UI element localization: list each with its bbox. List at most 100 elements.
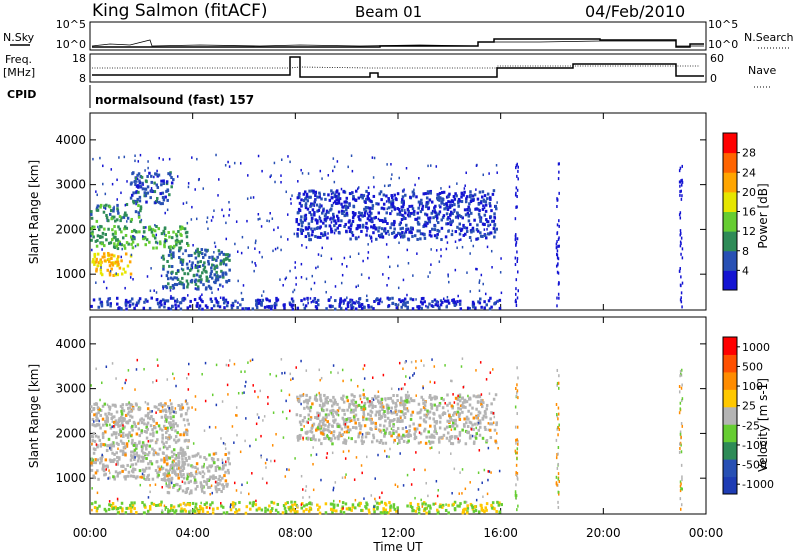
echo-cell: [354, 189, 358, 193]
echo-cell: [295, 366, 297, 369]
echo-cell: [681, 397, 684, 401]
echo-cell: [443, 202, 446, 206]
echo-cell: [221, 476, 224, 480]
echo-cell: [209, 492, 211, 496]
echo-cell: [181, 457, 184, 461]
echo-cell: [309, 211, 312, 214]
echo-cell: [374, 421, 378, 425]
echo-cell: [95, 509, 99, 513]
echo-cell: [204, 399, 207, 403]
echo-cell: [316, 195, 319, 199]
echo-cell: [165, 431, 168, 435]
echo-cell: [213, 267, 216, 271]
echo-cell: [475, 267, 477, 271]
echo-cell: [382, 373, 385, 377]
echo-cell: [309, 429, 312, 433]
echo-cell: [439, 416, 442, 420]
echo-cell: [160, 404, 164, 408]
echo-cell: [458, 393, 462, 397]
echo-cell: [139, 483, 142, 487]
echo-cell: [195, 507, 199, 511]
echo-cell: [157, 473, 160, 477]
echo-cell: [433, 206, 436, 210]
echo-cell: [383, 229, 386, 233]
echo-cell: [163, 476, 166, 480]
echo-cell: [300, 231, 304, 235]
echo-cell: [403, 188, 405, 191]
echo-cell: [365, 506, 368, 510]
echo-cell: [289, 303, 291, 306]
echo-cell: [399, 396, 403, 400]
echo-cell: [231, 303, 235, 307]
echo-cell: [232, 502, 235, 506]
echo-cell: [164, 505, 168, 509]
echo-cell: [317, 414, 320, 417]
echo-cell: [425, 415, 428, 419]
echo-cell: [152, 381, 154, 384]
echo-cell: [375, 202, 378, 206]
echo-cell: [94, 434, 98, 438]
echo-cell: [185, 402, 189, 406]
echo-cell: [516, 438, 518, 442]
echo-cell: [121, 449, 125, 453]
echo-cell: [107, 437, 111, 441]
echo-cell: [170, 481, 173, 485]
echo-cell: [108, 241, 111, 245]
echo-cell: [438, 196, 442, 200]
echo-cell: [276, 511, 280, 515]
colorbar-tick-label: 500: [742, 360, 763, 373]
colorbar-segment: [723, 133, 737, 154]
echo-cell: [143, 503, 146, 507]
echo-cell: [679, 231, 682, 235]
echo-cell: [329, 304, 333, 308]
echo-cell: [330, 216, 332, 220]
echo-cell: [377, 453, 379, 457]
echo-cell: [436, 221, 440, 225]
echo-cell: [557, 257, 560, 261]
echo-cell: [556, 296, 558, 300]
echo-cell: [488, 196, 492, 200]
colorbar-segment: [723, 172, 737, 193]
echo-cell: [483, 468, 486, 472]
echo-cell: [439, 205, 442, 209]
echo-cell: [152, 502, 156, 506]
echo-cell: [435, 196, 439, 200]
echo-cell: [194, 265, 197, 269]
echo-cell: [202, 263, 205, 267]
echo-cell: [367, 305, 370, 309]
echo-cell: [191, 261, 194, 265]
echo-cell: [215, 490, 219, 494]
echo-cell: [121, 247, 123, 251]
echo-cell: [483, 194, 487, 198]
echo-cell: [308, 506, 312, 510]
echo-cell: [428, 233, 432, 237]
echo-cell: [359, 213, 362, 217]
echo-cell: [384, 231, 388, 235]
echo-cell: [447, 419, 451, 423]
echo-cell: [127, 439, 130, 443]
echo-cell: [247, 361, 249, 364]
echo-cell: [149, 460, 153, 464]
echo-cell: [412, 509, 415, 513]
echo-cell: [222, 486, 225, 490]
echo-cell: [162, 158, 164, 161]
echo-cell: [227, 451, 231, 455]
echo-cell: [119, 404, 123, 408]
echo-cell: [267, 402, 269, 406]
echo-cell: [284, 502, 288, 506]
echo-cell: [484, 427, 487, 431]
echo-cell: [155, 246, 158, 250]
echo-cell: [127, 402, 131, 406]
echo-cell: [439, 503, 442, 507]
echo-cell: [95, 443, 98, 446]
echo-cell: [456, 402, 460, 406]
right-tick-nsearch-min: 10^0: [708, 38, 738, 51]
echo-cell: [327, 413, 330, 417]
echo-cell: [382, 405, 385, 409]
echo-cell: [133, 236, 136, 239]
echo-cell: [462, 510, 466, 514]
echo-cell: [423, 364, 425, 367]
echo-cell: [216, 255, 219, 259]
echo-cell: [424, 224, 428, 228]
echo-cell: [389, 508, 392, 512]
